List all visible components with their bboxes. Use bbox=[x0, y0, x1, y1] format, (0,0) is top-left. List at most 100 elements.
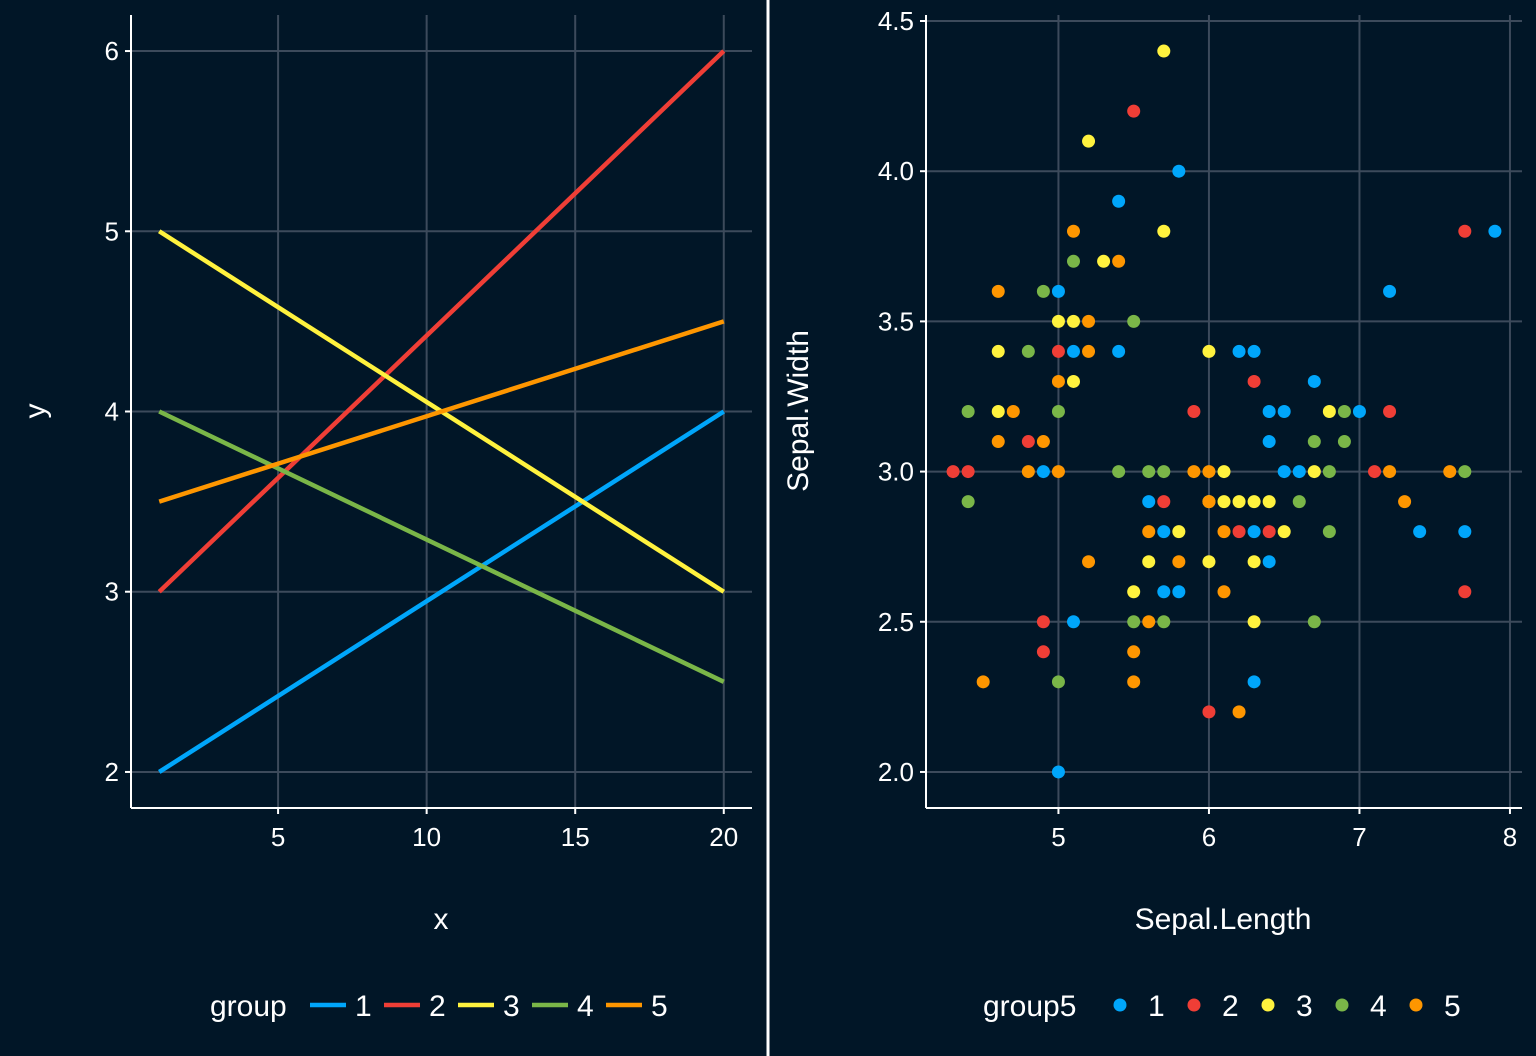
scatter-point-group-3 bbox=[1322, 405, 1336, 418]
scatter-point-group-5 bbox=[1066, 224, 1080, 238]
scatter-point-group-3 bbox=[1172, 525, 1186, 539]
scatter-point-group-5 bbox=[1202, 465, 1216, 479]
scatter-point-group-5 bbox=[1127, 675, 1141, 689]
scatter-point-group-3 bbox=[1277, 525, 1291, 539]
scatter-point-group-3 bbox=[991, 405, 1005, 418]
scatter-chart-legend-title: group5 bbox=[983, 990, 1076, 1023]
scatter-point-group-5 bbox=[1036, 435, 1050, 449]
scatter-point-group-5 bbox=[1082, 344, 1096, 358]
scatter-point-group-5 bbox=[976, 675, 990, 689]
scatter-point-group-4 bbox=[1307, 435, 1321, 449]
scatter-point-group-4 bbox=[961, 405, 975, 418]
scatter-chart-tick-labels: 5 6 7 8 2.0 2.5 3.0 3.5 4.0 4.5 bbox=[878, 6, 1517, 852]
scatter-chart-axes bbox=[920, 15, 1522, 814]
scatter-point-group-3 bbox=[1217, 465, 1231, 479]
scatter-point-group-1 bbox=[1488, 224, 1502, 238]
scatter-point-group-4 bbox=[1066, 254, 1080, 268]
scatter-point-group-1 bbox=[1247, 525, 1261, 539]
scatter-point-group-3 bbox=[1217, 495, 1231, 509]
scatter-chart-x-tick-label: 6 bbox=[1202, 822, 1216, 852]
scatter-point-group-2 bbox=[1036, 615, 1050, 629]
scatter-legend-label-2: 2 bbox=[1222, 990, 1239, 1023]
scatter-point-group-5 bbox=[1051, 374, 1065, 388]
scatter-point-group-5 bbox=[991, 284, 1005, 298]
scatter-point-group-3 bbox=[991, 344, 1005, 358]
scatter-point-group-3 bbox=[1066, 314, 1080, 328]
scatter-point-group-2 bbox=[1368, 465, 1382, 479]
scatter-point-group-4 bbox=[1021, 344, 1035, 358]
scatter-point-group-4 bbox=[1337, 435, 1351, 449]
line-legend-label-5: 5 bbox=[651, 990, 668, 1023]
scatter-point-group-1 bbox=[1157, 525, 1171, 539]
line-chart-x-tick-label: 5 bbox=[271, 822, 285, 852]
scatter-chart-y-tick-label: 3.5 bbox=[878, 306, 914, 336]
scatter-legend-key-1 bbox=[1113, 998, 1127, 1012]
scatter-point-group-5 bbox=[1398, 495, 1412, 509]
scatter-chart-x-tick-label: 7 bbox=[1352, 822, 1366, 852]
scatter-point-group-1 bbox=[1262, 435, 1276, 449]
scatter-point-group-3 bbox=[1202, 555, 1216, 569]
scatter-point-group-3 bbox=[1066, 374, 1080, 388]
scatter-point-group-5 bbox=[1142, 525, 1156, 539]
scatter-point-group-5 bbox=[1082, 555, 1096, 569]
line-chart-y-tick-label: 2 bbox=[105, 757, 119, 787]
scatter-point-group-1 bbox=[1066, 615, 1080, 629]
scatter-point-group-3 bbox=[1142, 555, 1156, 569]
scatter-point-group-1 bbox=[1277, 405, 1291, 418]
scatter-point-group-1 bbox=[1413, 525, 1427, 539]
scatter-point-group-5 bbox=[1082, 314, 1096, 328]
scatter-point-group-5 bbox=[1127, 645, 1141, 659]
line-chart-y-tick-label: 6 bbox=[105, 36, 119, 66]
line-legend-label-2: 2 bbox=[429, 990, 446, 1023]
scatter-legend-label-4: 4 bbox=[1370, 990, 1387, 1023]
scatter-point-group-4 bbox=[1127, 314, 1141, 328]
scatter-point-group-2 bbox=[1383, 405, 1397, 418]
scatter-point-group-2 bbox=[1127, 104, 1141, 118]
scatter-legend-key-3 bbox=[1261, 998, 1275, 1012]
line-series-2 bbox=[157, 49, 726, 594]
scatter-point-group-2 bbox=[1157, 495, 1171, 509]
scatter-point-group-5 bbox=[1232, 705, 1246, 719]
scatter-point-group-1 bbox=[1262, 405, 1276, 418]
scatter-legend-key-4 bbox=[1335, 998, 1349, 1012]
scatter-point-group-2 bbox=[1232, 525, 1246, 539]
scatter-point-group-4 bbox=[1127, 615, 1141, 629]
scatter-point-group-4 bbox=[1036, 284, 1050, 298]
scatter-point-group-5 bbox=[1112, 254, 1126, 268]
scatter-point-group-3 bbox=[1097, 254, 1111, 268]
line-chart-grid bbox=[131, 15, 752, 808]
scatter-point-group-3 bbox=[1247, 615, 1261, 629]
scatter-point-group-4 bbox=[961, 495, 975, 509]
scatter-point-group-1 bbox=[1383, 284, 1397, 298]
line-series-5 bbox=[158, 319, 725, 504]
scatter-point-group-2 bbox=[961, 465, 975, 479]
scatter-legend-key-2 bbox=[1187, 998, 1201, 1012]
scatter-point-group-1 bbox=[1051, 284, 1065, 298]
scatter-point-group-1 bbox=[1051, 765, 1065, 779]
scatter-point-group-4 bbox=[1458, 465, 1472, 479]
scatter-point-group-1 bbox=[1142, 495, 1156, 509]
scatter-point-group-2 bbox=[946, 465, 960, 479]
scatter-point-group-4 bbox=[1307, 615, 1321, 629]
line-chart-x-tick-label: 15 bbox=[561, 822, 590, 852]
scatter-point-group-1 bbox=[1112, 344, 1126, 358]
line-chart-x-tick-label: 20 bbox=[709, 822, 738, 852]
scatter-point-group-5 bbox=[1202, 495, 1216, 509]
scatter-chart-x-tick-label: 8 bbox=[1503, 822, 1517, 852]
scatter-point-group-1 bbox=[1157, 585, 1171, 599]
scatter-chart-y-tick-label: 4.5 bbox=[878, 6, 914, 36]
line-chart-y-axis-title: y bbox=[19, 404, 52, 419]
scatter-point-group-4 bbox=[1292, 495, 1306, 509]
scatter-point-group-3 bbox=[1232, 495, 1246, 509]
scatter-point-group-4 bbox=[1322, 525, 1336, 539]
scatter-chart-legend: group5 1 2 3 4 5 bbox=[983, 990, 1461, 1023]
scatter-legend-key-5 bbox=[1409, 998, 1423, 1012]
scatter-point-group-2 bbox=[1247, 374, 1261, 388]
scatter-point-group-4 bbox=[1337, 405, 1351, 418]
scatter-chart-x-tick-label: 5 bbox=[1051, 822, 1065, 852]
line-legend-label-4: 4 bbox=[577, 990, 594, 1023]
scatter-point-group-5 bbox=[991, 435, 1005, 449]
scatter-legend-label-1: 1 bbox=[1148, 990, 1165, 1023]
scatter-point-group-5 bbox=[1217, 585, 1231, 599]
